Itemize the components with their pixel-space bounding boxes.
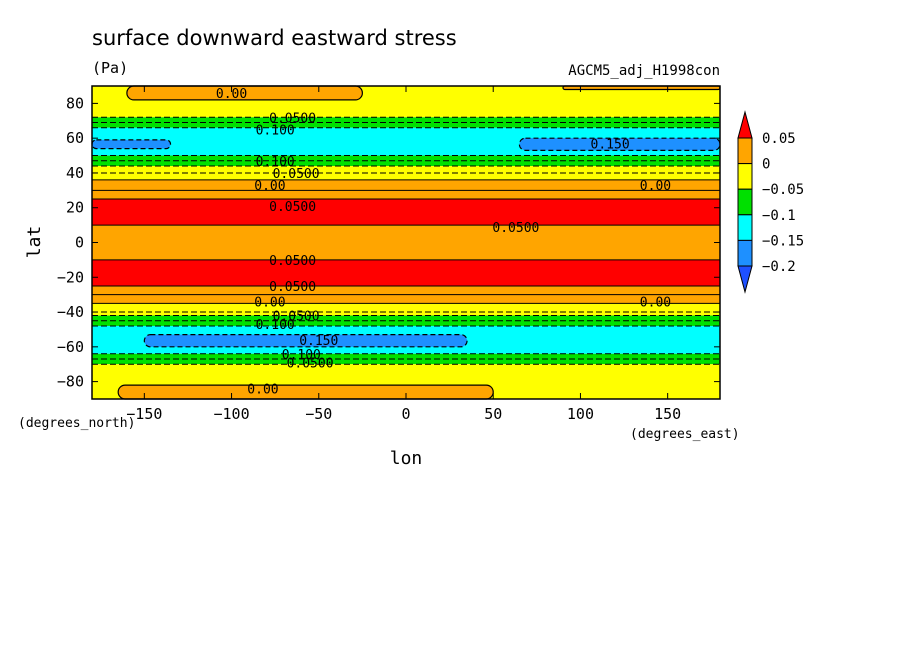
y-unit-label: (degrees_north) <box>18 416 135 431</box>
x-tick-label-1: −100 <box>213 405 249 423</box>
y-tick-label-0: 80 <box>66 94 84 112</box>
contour-label-17: 0.100 <box>282 348 321 363</box>
patch-4 <box>143 334 468 348</box>
colorbar-bottom-arrow <box>737 265 753 294</box>
contour-label-16: 0.150 <box>299 334 338 349</box>
colorbar-top-arrow <box>737 110 753 139</box>
contour-label-19: 0.00 <box>247 383 278 398</box>
contour-label-2: 0.100 <box>256 123 295 138</box>
contour-label-8: 0.0500 <box>269 200 316 215</box>
contour-label-10: 0.0500 <box>269 254 316 269</box>
contour-label-12: 0.00 <box>254 296 285 311</box>
patch-3 <box>518 137 721 151</box>
contour-label-4: 0.100 <box>256 155 295 170</box>
y-tick-label-6: −40 <box>57 303 84 321</box>
band-7 <box>92 225 720 260</box>
colorbar-label-1: 0 <box>762 157 770 173</box>
y-axis: 80 60 40 20 0 −20 −40 −60 −80 <box>57 94 720 391</box>
y-tick-label-7: −60 <box>57 338 84 356</box>
band-6 <box>92 199 720 226</box>
contour-label-7: 0.00 <box>640 179 671 194</box>
contour-label-15: 0.100 <box>256 318 295 333</box>
contour-label-18: 0.0500 <box>287 356 334 371</box>
y-tick-label-4: 0 <box>75 234 84 252</box>
x-tick-label-4: 50 <box>484 405 502 423</box>
contour-label-0: 0.00 <box>216 87 247 102</box>
x-unit-label: (degrees_east) <box>630 427 740 442</box>
band-8 <box>92 259 720 286</box>
band-10 <box>92 303 720 316</box>
contour-label-6: 0.00 <box>254 179 285 194</box>
contour-label-5: 0.0500 <box>273 167 320 182</box>
colorbar-segment-4 <box>737 239 753 267</box>
y-tick-label-2: 40 <box>66 164 84 182</box>
contour-label-9: 0.0500 <box>492 221 539 236</box>
x-tick-label-2: −50 <box>305 405 332 423</box>
units-label: (Pa) <box>92 59 128 77</box>
colorbar-segment-0 <box>737 137 753 165</box>
band-11 <box>92 315 720 326</box>
colorbar-label-0: 0.05 <box>762 131 796 147</box>
contour-label-13: 0.00 <box>640 296 671 311</box>
band-4 <box>92 165 720 180</box>
x-axis: −150 −100 −50 0 50 100 150 <box>126 86 681 423</box>
contour-lines <box>92 116 720 365</box>
colorbar-segment-1 <box>737 163 753 190</box>
band-3 <box>92 155 720 166</box>
contour-label-11: 0.0500 <box>269 280 316 295</box>
y-tick-label-5: −20 <box>57 268 84 286</box>
patch-5 <box>117 384 494 400</box>
contour-label-1: 0.0500 <box>269 111 316 126</box>
colorbar-label-5: −0.2 <box>762 259 796 275</box>
colorbar-label-2: −0.05 <box>762 182 804 198</box>
colorbar-segment-3 <box>737 214 753 241</box>
y-tick-label-1: 60 <box>66 129 84 147</box>
x-tick-label-5: 100 <box>567 405 594 423</box>
plot-area <box>91 85 721 400</box>
x-tick-label-6: 150 <box>654 405 681 423</box>
colorbar: 0.05 0 −0.05 −0.1 −0.15 −0.2 <box>737 110 804 294</box>
band-1 <box>92 117 720 128</box>
band-13 <box>92 353 720 365</box>
colorbar-label-3: −0.1 <box>762 208 796 224</box>
x-tick-label-0: −150 <box>126 405 162 423</box>
chart-title: surface downward eastward stress <box>92 26 457 50</box>
contour-label-3: 0.150 <box>591 137 630 152</box>
y-tick-label-3: 20 <box>66 199 84 217</box>
x-axis-label: lon <box>390 448 423 469</box>
colorbar-label-4: −0.15 <box>762 233 804 249</box>
y-tick-label-8: −80 <box>57 373 84 391</box>
patch-2 <box>91 139 172 150</box>
band-5 <box>92 179 720 200</box>
contour-label-14: 0.0500 <box>273 310 320 325</box>
dataset-label: AGCM5_adj_H1998con <box>568 63 720 79</box>
x-tick-label-3: 0 <box>401 405 410 423</box>
colorbar-segment-2 <box>737 188 753 216</box>
y-axis-label: lat <box>24 226 45 259</box>
